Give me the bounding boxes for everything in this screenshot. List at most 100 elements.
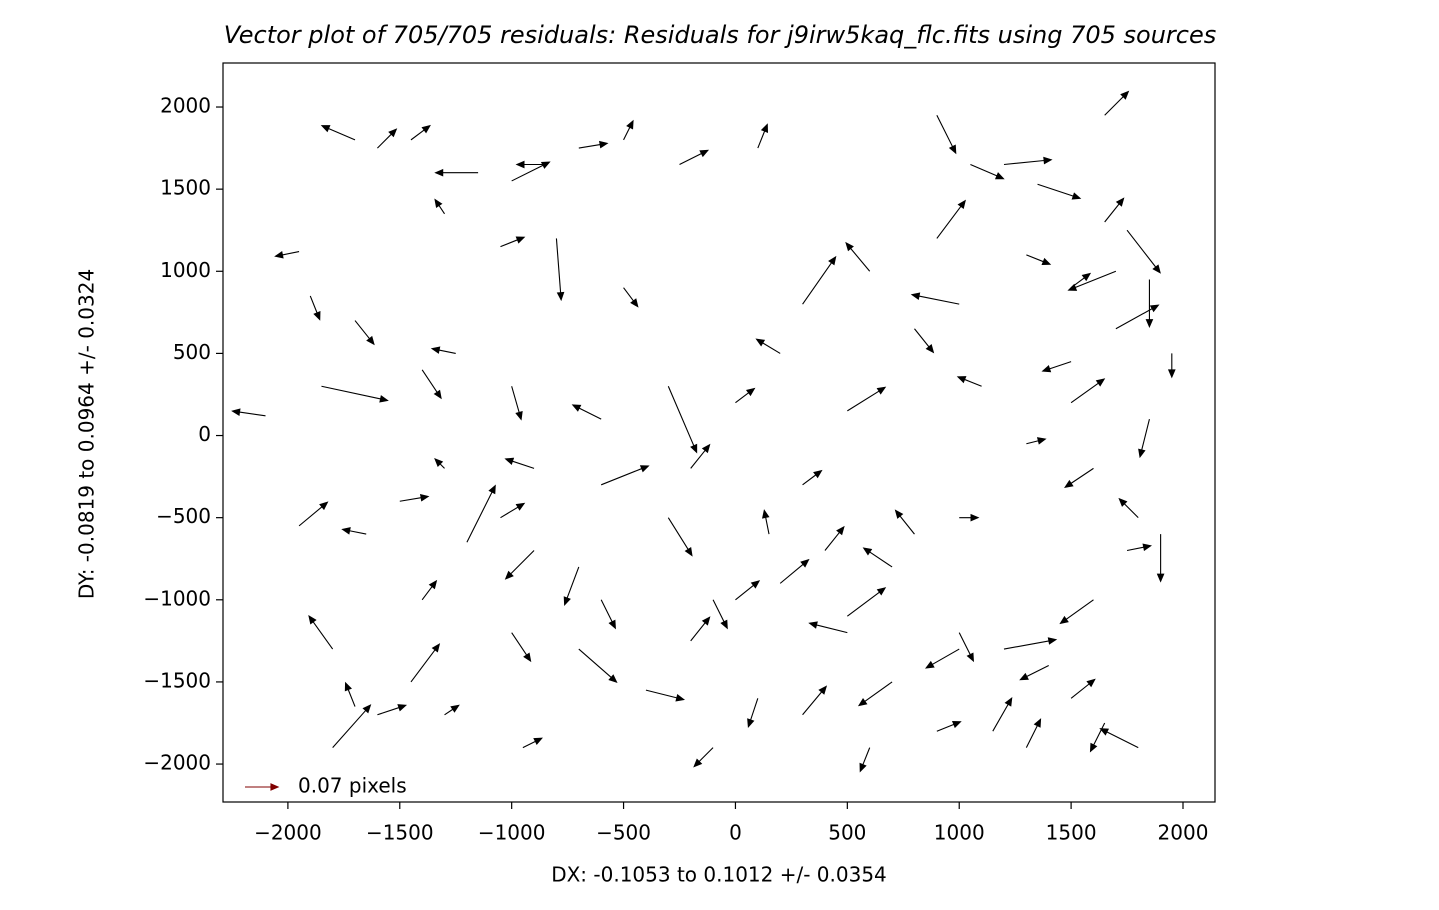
vector-arrow (563, 566, 580, 606)
vector-arrow (1003, 156, 1053, 166)
vector-arrow (802, 469, 823, 486)
vector-arrow (712, 599, 728, 630)
vector-arrow (690, 443, 711, 469)
vector-arrow (466, 484, 496, 543)
vector-arrow (693, 747, 714, 768)
vector-arrow (862, 547, 893, 568)
vector-arrow (1104, 197, 1125, 223)
vector-arrow (1070, 378, 1106, 404)
y-tick-label: 500 (173, 340, 211, 364)
vector-arrow (434, 457, 445, 469)
vector-arrow (894, 509, 915, 535)
vector-arrow (421, 369, 442, 400)
chart-title: Vector plot of 705/705 residuals: Residu… (224, 21, 1217, 49)
vector-arrow (959, 513, 980, 522)
vector-arrow (992, 696, 1013, 732)
vector-arrow (1070, 678, 1096, 699)
vector-arrow (578, 648, 618, 683)
vector-arrow (500, 502, 526, 519)
vector-arrow (747, 698, 759, 728)
y-tick-label: −2000 (143, 751, 211, 775)
vector-arrow (1041, 361, 1072, 373)
vector-arrow (504, 550, 535, 580)
vector-arrow (808, 621, 848, 634)
vector-arrow (434, 198, 445, 215)
vector-arrow (1145, 279, 1154, 329)
y-tick-label: 2000 (160, 94, 211, 118)
vector-arrow (298, 501, 329, 527)
vector-arrow (320, 125, 356, 141)
vector-arrow (1003, 637, 1058, 650)
vector-arrow (847, 386, 887, 412)
vector-arrow (571, 404, 602, 420)
vector-arrow (421, 579, 438, 601)
vector-arrow (1059, 599, 1094, 625)
vector-arrow (511, 386, 523, 421)
vector-arrow (1126, 543, 1153, 552)
vector-arrow (332, 704, 372, 748)
vector-arrow (600, 465, 650, 486)
vector-arrow (1089, 722, 1106, 753)
vector-arrow (1156, 534, 1165, 583)
vector-arrow (1118, 497, 1139, 519)
vector-arrow (1064, 467, 1094, 489)
vector-arrow (970, 164, 1005, 180)
vector-arrow (1104, 90, 1130, 116)
vector-arrow (308, 614, 334, 650)
x-tick-label: −2000 (254, 821, 322, 845)
x-tick-label: −1000 (478, 821, 546, 845)
vector-arrow (762, 509, 770, 535)
vector-arrow (1019, 665, 1049, 681)
y-tick-label: 0 (198, 422, 211, 446)
vector-arrow (1138, 418, 1150, 459)
vector-arrow (399, 493, 430, 502)
vector-arrow (936, 199, 966, 239)
vector-arrow (500, 236, 526, 248)
vector-arrow (1025, 718, 1042, 748)
vector-arrow (1167, 353, 1176, 379)
vector-arrow (667, 386, 698, 454)
vector-arrow (600, 599, 616, 630)
vector-arrow (667, 517, 693, 557)
vector-arrow (522, 737, 543, 749)
vector-arrow (623, 119, 634, 141)
vector-arrow (321, 385, 389, 403)
vector-arrow (847, 587, 887, 617)
vector-arrow (779, 558, 810, 584)
x-tick-label: 1500 (1046, 821, 1097, 845)
y-tick-label: 1500 (160, 176, 211, 200)
vector-arrow (1037, 183, 1082, 200)
vector-arrow (434, 168, 479, 177)
vector-arrow (755, 338, 781, 354)
vector-arrow (936, 721, 962, 732)
vector-arrow (377, 128, 398, 149)
vector-arrow (444, 704, 460, 716)
x-tick-label: 500 (828, 821, 866, 845)
x-axis-label: DX: -0.1053 to 0.1012 +/- 0.0354 (551, 863, 887, 887)
vector-arrow (845, 241, 871, 272)
vector-arrow (504, 457, 535, 469)
vector-arrow (925, 648, 960, 669)
x-tick-label: 1000 (934, 821, 985, 845)
x-tick-label: 2000 (1158, 821, 1209, 845)
vector-arrow (802, 685, 828, 716)
vector-arrow (1126, 229, 1161, 274)
key-label: 0.07 pixels (298, 774, 407, 798)
vector-arrow (679, 149, 710, 166)
vector-arrow (1067, 270, 1117, 291)
vector-arrow (757, 123, 769, 149)
vector-arrow (344, 681, 356, 707)
vector-arrow (1115, 304, 1160, 330)
key-arrow (245, 783, 280, 791)
vector-arrow (623, 287, 639, 308)
vector-arrow (1070, 272, 1092, 289)
vector-arrow (309, 295, 321, 321)
y-tick-label: −1500 (143, 668, 211, 692)
vector-arrow (857, 681, 893, 707)
vector-arrow (410, 124, 431, 141)
vector-arrow (914, 328, 935, 354)
vector-arrow (515, 160, 546, 169)
vector-arrow (936, 114, 957, 155)
vector-arrow (802, 255, 837, 305)
